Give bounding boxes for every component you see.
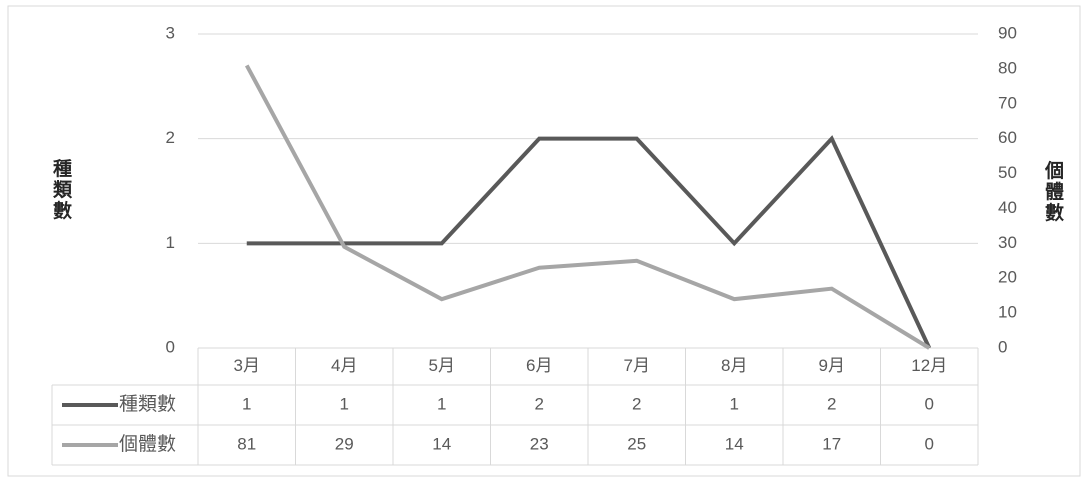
table-value: 1 bbox=[437, 394, 446, 413]
x-tick-label: 12月 bbox=[911, 356, 947, 375]
table-value: 0 bbox=[925, 394, 934, 413]
y-tick-label: 3 bbox=[166, 23, 175, 42]
y2-tick-label: 80 bbox=[998, 58, 1017, 77]
y2-tick-label: 20 bbox=[998, 268, 1017, 287]
table-value: 29 bbox=[335, 434, 354, 453]
table-value: 23 bbox=[530, 434, 549, 453]
x-tick-label: 7月 bbox=[624, 356, 650, 375]
x-tick-label: 6月 bbox=[526, 356, 552, 375]
y-tick-label: 0 bbox=[166, 337, 175, 356]
series-line bbox=[244, 64, 931, 350]
y2-axis-title: 個體數 bbox=[1042, 160, 1065, 223]
x-tick-label: 3月 bbox=[234, 356, 260, 375]
y2-tick-label: 50 bbox=[998, 163, 1017, 182]
legend-label: 種類數 bbox=[119, 393, 176, 415]
table-value: 17 bbox=[822, 434, 841, 453]
y-tick-label: 2 bbox=[166, 128, 175, 147]
chart-border bbox=[7, 5, 1081, 477]
y2-tick-label: 60 bbox=[998, 128, 1017, 147]
y2-tick-label: 70 bbox=[998, 93, 1017, 112]
y2-tick-label: 30 bbox=[998, 233, 1017, 252]
table-value: 2 bbox=[535, 394, 544, 413]
y2-tick-label: 40 bbox=[998, 198, 1017, 217]
x-tick-label: 5月 bbox=[429, 356, 455, 375]
table-value: 1 bbox=[340, 394, 349, 413]
y2-tick-label: 10 bbox=[998, 303, 1017, 322]
table-value: 2 bbox=[632, 394, 641, 413]
table-value: 0 bbox=[925, 434, 934, 453]
x-tick-label: 8月 bbox=[721, 356, 747, 375]
table-value: 25 bbox=[627, 434, 646, 453]
table-value: 81 bbox=[237, 434, 256, 453]
y2-tick-label: 0 bbox=[998, 337, 1007, 356]
y2-tick-label: 90 bbox=[998, 23, 1017, 42]
table-value: 1 bbox=[242, 394, 251, 413]
table-value: 14 bbox=[432, 434, 451, 453]
x-tick-label: 4月 bbox=[331, 356, 357, 375]
table-value: 2 bbox=[827, 394, 836, 413]
y-tick-label: 1 bbox=[166, 233, 175, 252]
legend-label: 個體數 bbox=[119, 433, 176, 455]
x-tick-label: 9月 bbox=[819, 356, 845, 375]
table-value: 14 bbox=[725, 434, 744, 453]
series-line bbox=[246, 135, 932, 349]
y-axis-title: 種類數 bbox=[50, 158, 73, 221]
table-value: 1 bbox=[730, 394, 739, 413]
